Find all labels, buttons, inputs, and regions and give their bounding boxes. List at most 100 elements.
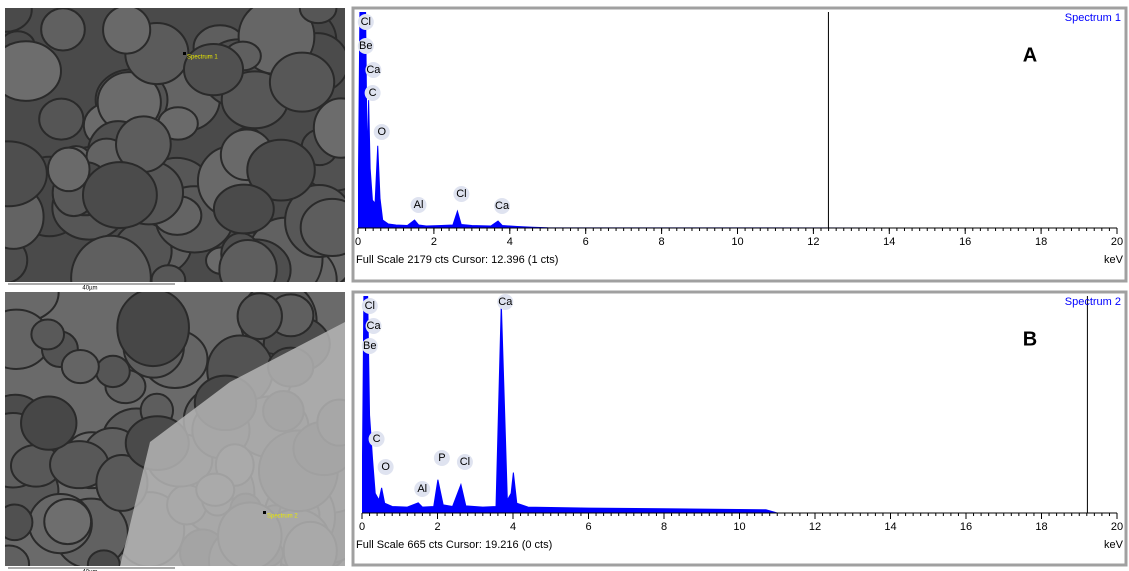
scale-bar-label: 40µm — [82, 286, 97, 292]
peak-label-bg — [456, 454, 473, 470]
x-tick-label: 10 — [731, 236, 743, 248]
grain — [30, 318, 66, 351]
spectrum-area — [362, 296, 1117, 513]
grain — [236, 292, 283, 340]
peak-label: Cl — [460, 456, 470, 468]
panel-label: B — [1023, 328, 1037, 350]
x-axis-label: keV — [1104, 254, 1124, 266]
x-tick-label: 18 — [1035, 521, 1047, 533]
peak-label: Cl — [456, 188, 466, 200]
x-tick-label: 10 — [733, 521, 745, 533]
x-tick-label: 4 — [510, 521, 516, 533]
grain — [212, 183, 275, 235]
footer: Full Scale 2179 cts Cursor: 12.396 (1 ct… — [356, 254, 558, 266]
peak-label: Cl — [361, 16, 371, 28]
peak-label-bg — [414, 481, 431, 497]
peak-label-bg — [365, 318, 382, 334]
peak-label-bg — [453, 186, 470, 202]
x-tick-label: 0 — [355, 236, 361, 248]
grain — [102, 8, 152, 55]
peak-label-bg — [357, 14, 374, 30]
peak-label-bg — [377, 459, 394, 475]
x-tick-label: 8 — [659, 236, 665, 248]
x-tick-label: 4 — [507, 236, 513, 248]
peak-label-bg — [410, 197, 427, 213]
x-tick-label: 12 — [807, 236, 819, 248]
peak-label: Be — [363, 340, 376, 352]
x-tick-label: 2 — [431, 236, 437, 248]
grain — [116, 292, 190, 368]
peak-label-bg — [494, 198, 511, 214]
sem-image: Spectrum 2 40µm — [5, 292, 345, 571]
series-name: Spectrum 2 — [1065, 296, 1121, 308]
grain — [5, 8, 33, 33]
spectrum-frame — [351, 290, 1128, 567]
x-tick-label: 6 — [583, 236, 589, 248]
grain — [299, 197, 345, 257]
x-tick-label: 16 — [960, 521, 972, 533]
grain — [5, 40, 62, 102]
peak-label-bg — [361, 338, 378, 354]
spot-label: Spectrum 2 — [267, 514, 298, 520]
series-name: Spectrum 1 — [1065, 12, 1121, 24]
x-tick-label: 18 — [1035, 236, 1047, 248]
panel-label: A — [1023, 44, 1037, 66]
grain — [95, 354, 131, 389]
x-tick-label: 2 — [434, 521, 440, 533]
peak-label-bg — [361, 298, 378, 314]
grain — [268, 51, 336, 113]
grain — [312, 97, 345, 159]
grain — [38, 97, 85, 141]
peak-label-bg — [373, 124, 390, 140]
spectrum-area — [358, 12, 1117, 228]
x-tick-label: 16 — [959, 236, 971, 248]
x-tick-label: 6 — [585, 521, 591, 533]
grain — [40, 8, 86, 52]
sem-image: Spectrum 1 40µm — [5, 8, 345, 292]
peak-label: O — [381, 461, 390, 473]
grain — [246, 138, 316, 202]
peak-label: Cl — [365, 300, 375, 312]
grain — [5, 503, 34, 542]
x-tick-label: 20 — [1111, 521, 1123, 533]
x-tick-label: 8 — [661, 521, 667, 533]
footer: Full Scale 665 cts Cursor: 19.216 (0 cts… — [356, 539, 552, 551]
peak-label-bg — [497, 294, 514, 310]
peak-label: Al — [414, 199, 424, 211]
grain — [81, 161, 158, 230]
peak-label-bg — [368, 431, 385, 447]
grain — [20, 395, 78, 451]
x-tick-label: 14 — [883, 236, 895, 248]
peak-label: Be — [359, 40, 372, 52]
peak-label-bg — [364, 85, 381, 101]
grain — [218, 239, 278, 282]
x-tick-label: 20 — [1111, 236, 1123, 248]
peak-label-bg — [365, 62, 382, 78]
peak-label: Ca — [495, 200, 510, 212]
peak-label-bg — [433, 450, 450, 466]
sem-content — [5, 292, 345, 566]
peak-label: O — [377, 126, 386, 138]
grain — [5, 544, 31, 566]
peak-label: C — [369, 87, 377, 99]
peak-label: Ca — [498, 296, 513, 308]
scale-bar-label: 40µm — [82, 570, 97, 571]
matrix — [120, 322, 345, 566]
spot-label: Spectrum 1 — [187, 55, 218, 61]
peak-label: Ca — [366, 64, 381, 76]
sem-content — [5, 8, 345, 282]
grain — [46, 146, 91, 193]
peak-label-bg — [357, 38, 374, 54]
grain — [43, 498, 93, 546]
x-tick-label: 14 — [884, 521, 896, 533]
grain — [298, 8, 338, 25]
spectrum-frame — [351, 6, 1128, 283]
spot — [183, 52, 186, 55]
spot — [263, 511, 266, 514]
peak-label: P — [438, 452, 445, 464]
peak-label: Ca — [367, 320, 382, 332]
x-tick-label: 0 — [359, 521, 365, 533]
x-axis-label: keV — [1104, 539, 1124, 551]
grain — [182, 43, 245, 97]
